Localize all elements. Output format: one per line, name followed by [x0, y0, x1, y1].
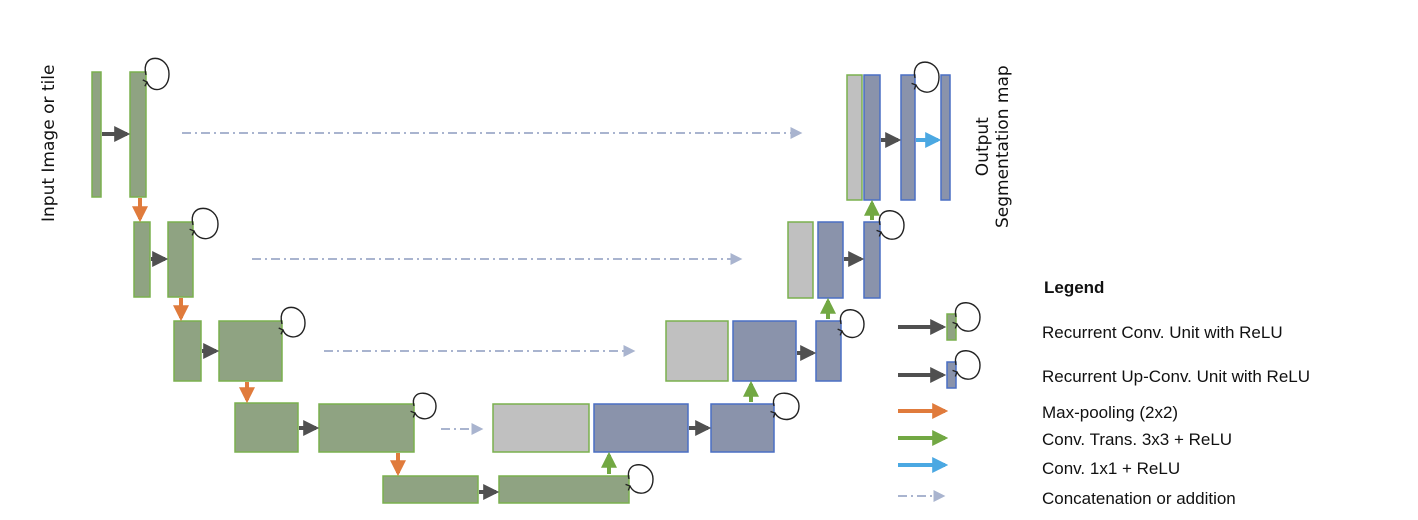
- recurrent-loop-icon: [837, 309, 865, 339]
- legend-label-max-pooling: Max-pooling (2x2): [1042, 403, 1179, 422]
- legend-label-conv-trans: Conv. Trans. 3x3 + ReLU: [1042, 430, 1233, 449]
- decoder-l2-copy-block: [787, 221, 814, 299]
- bottleneck-pool-block: [382, 475, 479, 504]
- output-label-line2: Segmentation map: [992, 65, 1013, 228]
- recurrent-loop-icon: [410, 392, 437, 420]
- legend-label-recurrent-upconv: Recurrent Up-Conv. Unit with ReLU: [1042, 367, 1310, 386]
- legend-title: Legend: [1044, 278, 1105, 297]
- output-label-line1: Output: [973, 117, 993, 177]
- encoder-l4-conv-block: [318, 403, 415, 453]
- encoder-l1-conv-block: [129, 71, 147, 198]
- decoder-l1-conv-block: [900, 74, 916, 201]
- decoder-l3-conv-block: [815, 320, 842, 382]
- legend-recurrent-upconv-block-icon: [946, 361, 957, 389]
- legend-recurrent-conv-block-icon: [946, 313, 957, 341]
- decoder-l1-up-block: [863, 74, 881, 201]
- decoder-l4-conv-block: [710, 403, 775, 453]
- legend-label-conv-1x1: Conv. 1x1 + ReLU: [1042, 459, 1181, 478]
- recurrent-loop-icon: [625, 464, 654, 494]
- legend-recurrent-loop-icon: [952, 302, 981, 332]
- legend-label-recurrent-conv: Recurrent Conv. Unit with ReLU: [1042, 323, 1283, 342]
- encoder-l4-pool-block: [234, 402, 299, 453]
- encoder-l2-conv-block: [167, 221, 194, 298]
- legend-icons: [898, 302, 981, 502]
- encoder-l2-pool-block: [133, 221, 151, 298]
- legend-label-concatenation: Concatenation or addition: [1042, 489, 1236, 508]
- decoder-l4-copy-block: [492, 403, 590, 453]
- decoder-l3-up-block: [732, 320, 797, 382]
- decoder-l2-conv-block: [863, 221, 881, 299]
- decoder-l4-up-block: [593, 403, 689, 453]
- recurrent-loop-icon: [770, 392, 800, 421]
- output-label: Output Segmentation map: [973, 65, 1013, 228]
- encoder-l3-pool-block: [173, 320, 202, 382]
- encoder-input-block: [91, 71, 102, 198]
- decoder-l2-up-block: [817, 221, 844, 299]
- recurrent-loop-icon: [278, 306, 306, 338]
- recurrent-loop-icon: [876, 210, 905, 240]
- bottleneck-conv-block: [498, 475, 630, 504]
- input-label: Input Image or tile: [39, 64, 59, 222]
- recurrent-loop-icon: [189, 207, 219, 240]
- decoder-l1-copy-block: [846, 74, 863, 201]
- output-block: [940, 74, 951, 201]
- decoder-l3-copy-block: [665, 320, 729, 382]
- recurrent-loop-icon: [911, 61, 940, 93]
- legend-recurrent-loop-icon: [952, 350, 981, 380]
- recurrent-loop-icon: [142, 57, 170, 91]
- encoder-l3-conv-block: [218, 320, 283, 382]
